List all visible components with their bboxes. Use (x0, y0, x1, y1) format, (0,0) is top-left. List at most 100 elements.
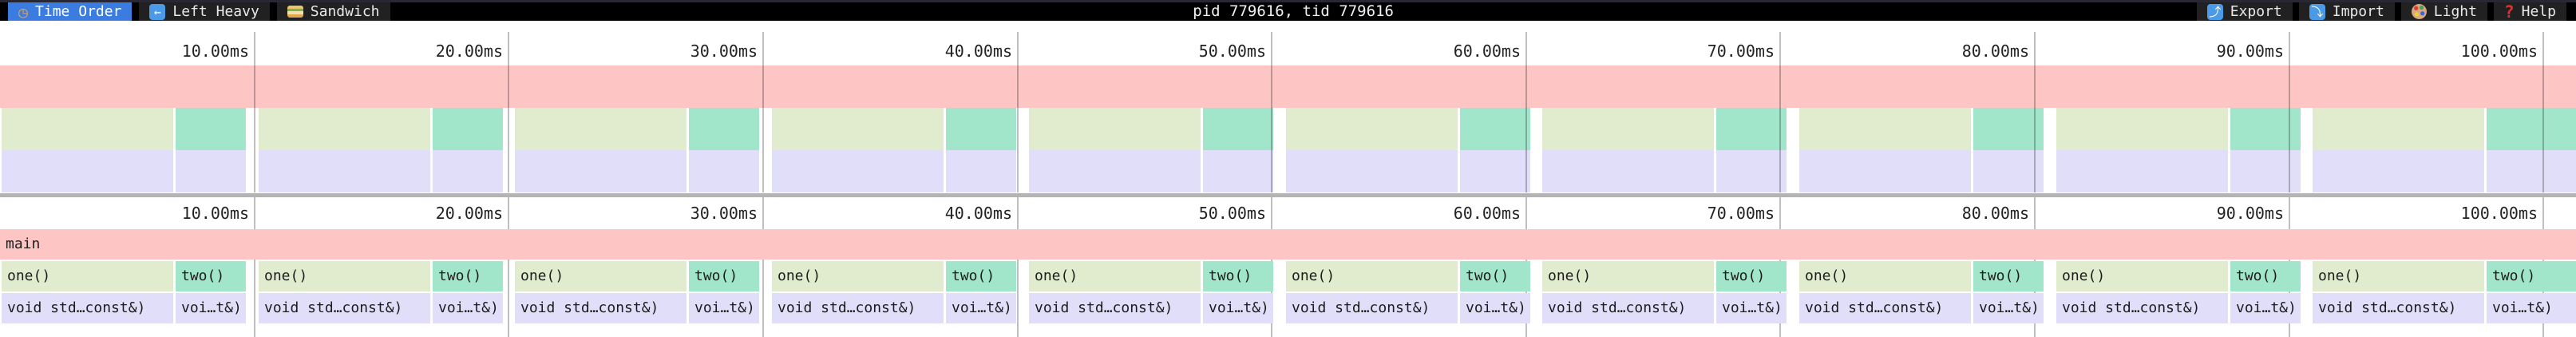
minimap-frame-voidstdconst (1029, 150, 1201, 192)
minimap-frame-voit (433, 150, 503, 192)
frame-two[interactable]: two() (946, 261, 1016, 291)
minimap-frame-one (1799, 108, 1971, 150)
minimap-tick-label: 30.00ms (690, 42, 758, 61)
minimap-tick-label: 70.00ms (1707, 42, 1775, 61)
tab-leftheavy[interactable]: ← Left Heavy (139, 2, 270, 21)
minimap-tick-label: 40.00ms (944, 42, 1012, 61)
sandwich-icon (287, 6, 303, 18)
frame-two[interactable]: two() (433, 261, 503, 291)
import-button[interactable]: ⤵ Import (2298, 2, 2395, 21)
frame-main[interactable]: main (0, 229, 2576, 260)
frame-one[interactable]: one() (1542, 261, 1714, 291)
minimap-frame-voit (176, 150, 246, 192)
frame-two[interactable]: two() (1203, 261, 1273, 291)
frame-voit[interactable]: voi…t&) (1973, 293, 2044, 323)
frame-two[interactable]: two() (1973, 261, 2044, 291)
minimap-frame-voidstdconst (515, 150, 687, 192)
minimap-level-2 (0, 150, 2576, 192)
minimap-frame-voit (1973, 150, 2044, 192)
ruler-tick-label: 10.00ms (181, 204, 249, 223)
toolbar: ◷ Time Order ← Left Heavy Sandwich pid 77961… (0, 2, 2576, 22)
minimap-frame-two (946, 108, 1016, 150)
frame-one[interactable]: one() (1286, 261, 1458, 291)
minimap-frame-main (0, 65, 2576, 108)
minimap-gridline (2034, 32, 2036, 192)
frame-voit[interactable]: voi…t&) (2487, 293, 2576, 323)
frame-voidstdconst[interactable]: void std…const&) (2056, 293, 2228, 323)
tab-label: Sandwich (310, 3, 380, 20)
frame-voit[interactable]: voi…t&) (176, 293, 246, 323)
frame-one[interactable]: one() (515, 261, 687, 291)
minimap-frame-two (1460, 108, 1530, 150)
tab-sandwich[interactable]: Sandwich (276, 2, 390, 21)
minimap-frame-voit (2487, 150, 2576, 192)
frame-voidstdconst[interactable]: void std…const&) (1542, 293, 1714, 323)
help-button[interactable]: ? Help (2493, 2, 2566, 22)
minimap-gridline (1271, 32, 1272, 192)
palette-icon (2411, 4, 2427, 19)
frame-two[interactable]: two() (176, 261, 246, 291)
minimap-frame-one (1286, 108, 1458, 150)
minimap-gridline (508, 32, 509, 192)
frame-one[interactable]: one() (772, 261, 944, 291)
frame-one[interactable]: one() (259, 261, 430, 291)
frame-voidstdconst[interactable]: void std…const&) (772, 293, 944, 323)
export-arrow-icon: ⤴ (2206, 3, 2223, 20)
frame-voidstdconst[interactable]: void std…const&) (259, 293, 430, 323)
ruler-tick-label: 80.00ms (1961, 204, 2029, 223)
ruler-tick-label: 50.00ms (1198, 204, 1266, 223)
frame-voidstdconst[interactable]: void std…const&) (2, 293, 173, 323)
minimap-frame-two (1973, 108, 2044, 150)
export-button[interactable]: ⤴ Export (2196, 2, 2293, 21)
flamegraph-canvas[interactable]: 10.00ms 20.00ms 30.00ms 40.00ms 50.00ms 60.00… (0, 197, 2576, 337)
frame-voit[interactable]: voi…t&) (1460, 293, 1530, 323)
tab-timeorder[interactable]: ◷ Time Order (8, 2, 133, 22)
frame-one[interactable]: one() (2, 261, 173, 291)
frame-one[interactable]: one() (1799, 261, 1971, 291)
tab-label: Time Order (35, 3, 122, 20)
minimap-frame-voit (1460, 150, 1530, 192)
minimap-frame-voit (946, 150, 1016, 192)
ruler-tick-label: 70.00ms (1707, 204, 1775, 223)
frame-voit[interactable]: voi…t&) (1203, 293, 1273, 323)
frame-one[interactable]: one() (2056, 261, 2228, 291)
frame-voit[interactable]: voi…t&) (433, 293, 503, 323)
minimap-gridline (1017, 32, 1019, 192)
minimap-frame-one (772, 108, 944, 150)
frame-one[interactable]: one() (2313, 261, 2484, 291)
frame-two[interactable]: two() (1716, 261, 1787, 291)
minimap-frame-one (2056, 108, 2228, 150)
minimap[interactable]: 10.00ms 20.00ms 30.00ms 40.00ms 50.00ms 60.00… (0, 21, 2576, 193)
frame-voidstdconst[interactable]: void std…const&) (515, 293, 687, 323)
minimap-frame-voit (2230, 150, 2301, 192)
frame-voidstdconst[interactable]: void std…const&) (1286, 293, 1458, 323)
clock-icon: ◷ (18, 2, 29, 22)
view-tabs: ◷ Time Order ← Left Heavy Sandwich (0, 2, 390, 22)
minimap-frame-one (2313, 108, 2484, 150)
frame-voit[interactable]: voi…t&) (2230, 293, 2301, 323)
minimap-frame-voidstdconst (1799, 150, 1971, 192)
ruler-tick-label: 20.00ms (435, 204, 503, 223)
light-button[interactable]: Light (2400, 2, 2487, 21)
minimap-frame-voidstdconst (2313, 150, 2484, 192)
frame-voidstdconst[interactable]: void std…const&) (1799, 293, 1971, 323)
frame-two[interactable]: two() (689, 261, 759, 291)
frame-voit[interactable]: voi…t&) (946, 293, 1016, 323)
frame-voidstdconst[interactable]: void std…const&) (2313, 293, 2484, 323)
minimap-frame-voidstdconst (1286, 150, 1458, 192)
frame-voit[interactable]: voi…t&) (689, 293, 759, 323)
minimap-frame-two (176, 108, 246, 150)
frame-voit[interactable]: voi…t&) (1716, 293, 1787, 323)
minimap-frame-voidstdconst (2, 150, 173, 192)
minimap-tick-label: 60.00ms (1453, 42, 1521, 61)
help-icon: ? (2503, 2, 2515, 22)
frame-two[interactable]: two() (2230, 261, 2301, 291)
frame-one[interactable]: one() (1029, 261, 1201, 291)
frame-two[interactable]: two() (2487, 261, 2576, 291)
ruler-tick-label: 40.00ms (944, 204, 1012, 223)
button-label: Help (2521, 3, 2556, 20)
minimap-tick-label: 10.00ms (181, 42, 249, 61)
minimap-frame-two (689, 108, 759, 150)
frame-voidstdconst[interactable]: void std…const&) (1029, 293, 1201, 323)
frame-two[interactable]: two() (1460, 261, 1530, 291)
